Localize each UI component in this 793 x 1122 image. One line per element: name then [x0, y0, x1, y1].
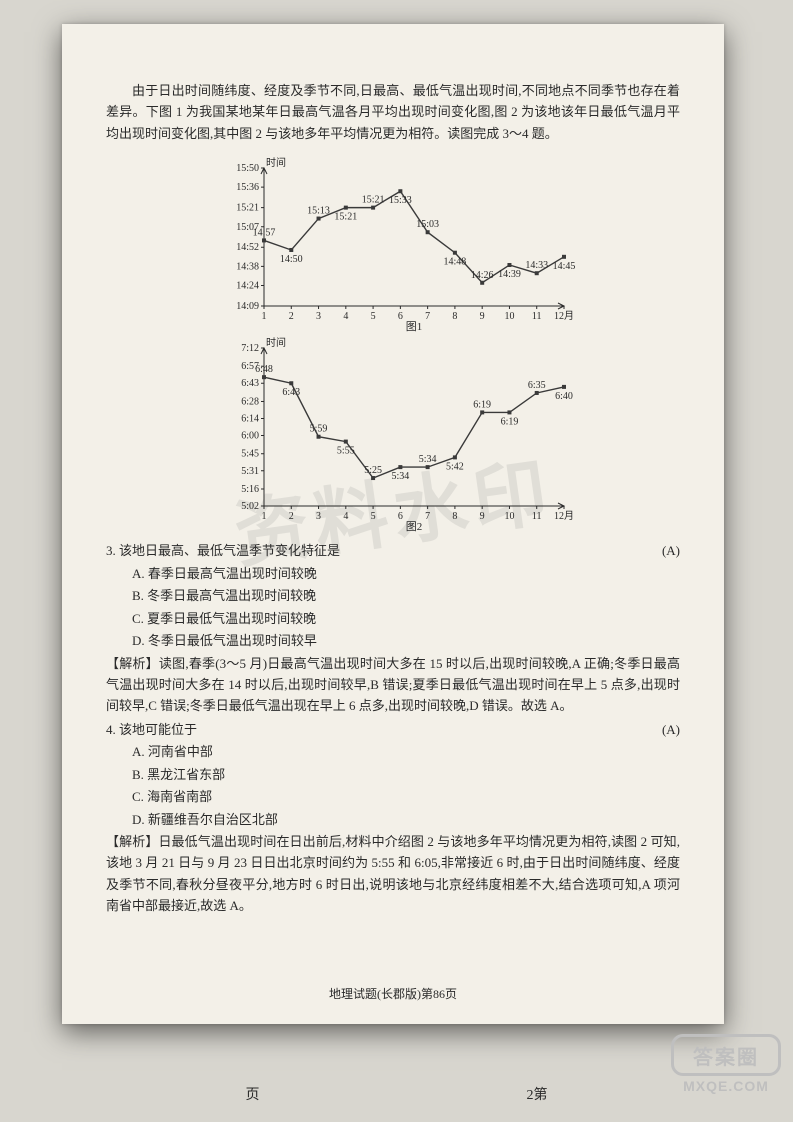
svg-text:14:24: 14:24 [236, 281, 259, 292]
svg-text:4: 4 [343, 511, 348, 522]
svg-text:6:35: 6:35 [528, 380, 546, 391]
svg-text:15:13: 15:13 [307, 206, 330, 217]
svg-text:11: 11 [532, 311, 542, 322]
q3-option-d: D. 冬季日最低气温出现时间较早 [132, 630, 680, 651]
svg-text:14:09: 14:09 [236, 301, 259, 312]
svg-text:图2: 图2 [406, 520, 423, 533]
svg-text:9: 9 [480, 511, 485, 522]
charts-container: 14:0914:2414:3814:5215:0715:2115:3615:50… [208, 154, 578, 534]
svg-text:14:48: 14:48 [444, 257, 467, 268]
svg-text:15:21: 15:21 [236, 203, 259, 214]
svg-text:6: 6 [398, 511, 403, 522]
svg-text:1: 1 [262, 511, 267, 522]
q4-option-c: C. 海南省南部 [132, 786, 680, 807]
svg-text:14:39: 14:39 [498, 269, 521, 280]
q4-option-b: B. 黑龙江省东部 [132, 764, 680, 785]
svg-text:14:26: 14:26 [471, 270, 494, 281]
svg-text:15:21: 15:21 [334, 212, 357, 223]
svg-text:7:12: 7:12 [241, 343, 259, 354]
svg-text:5:42: 5:42 [446, 462, 464, 473]
svg-text:15:21: 15:21 [362, 195, 385, 206]
chart-1-high-temp-time: 14:0914:2414:3814:5215:0715:2115:3615:50… [208, 154, 578, 334]
svg-text:2: 2 [289, 511, 294, 522]
outer-page-left: 页 [246, 1088, 260, 1103]
q4-option-d: D. 新疆维吾尔自治区北部 [132, 809, 680, 830]
svg-text:5:59: 5:59 [310, 424, 328, 435]
svg-text:10: 10 [504, 311, 514, 322]
svg-text:5:34: 5:34 [391, 471, 409, 482]
svg-text:15:36: 15:36 [236, 182, 259, 193]
svg-text:5:16: 5:16 [241, 484, 259, 495]
svg-text:3: 3 [316, 511, 321, 522]
svg-text:5:55: 5:55 [337, 446, 355, 457]
svg-text:图1: 图1 [406, 320, 423, 333]
q3-option-b: B. 冬季日最高气温出现时间较晚 [132, 585, 680, 606]
svg-text:14:50: 14:50 [280, 254, 303, 265]
svg-text:15:03: 15:03 [416, 220, 439, 231]
svg-text:6:40: 6:40 [555, 391, 573, 402]
q3-option-c: C. 夏季日最低气温出现时间较晚 [132, 608, 680, 629]
svg-text:15:33: 15:33 [389, 196, 412, 207]
q4-analysis: 【解析】日最低气温出现时间在日出前后,材料中介绍图 2 与该地多年平均情况更为相… [106, 831, 680, 917]
q3-analysis: 【解析】读图,春季(3～5 月)日最高气温出现时间大多在 15 时以后,出现时间… [106, 653, 680, 717]
svg-text:2: 2 [289, 311, 294, 322]
svg-text:8: 8 [452, 311, 457, 322]
svg-text:5: 5 [371, 511, 376, 522]
svg-text:6:19: 6:19 [473, 400, 491, 411]
svg-text:5:31: 5:31 [241, 466, 259, 477]
svg-text:5:34: 5:34 [419, 454, 437, 465]
page-content: 由于日出时间随纬度、经度及季节不同,日最高、最低气温出现时间,不同地点不同季节也… [106, 80, 680, 917]
svg-text:14:38: 14:38 [236, 262, 259, 273]
svg-text:6:14: 6:14 [241, 414, 259, 425]
svg-text:6:00: 6:00 [241, 431, 259, 442]
q4-row: 4. 该地可能位于 (A) [106, 719, 680, 740]
svg-text:6:43: 6:43 [282, 388, 300, 399]
svg-text:5: 5 [371, 311, 376, 322]
svg-text:15:50: 15:50 [236, 163, 259, 174]
svg-text:1: 1 [262, 311, 267, 322]
exam-page-sheet: 资料水印 由于日出时间随纬度、经度及季节不同,日最高、最低气温出现时间,不同地点… [62, 24, 724, 1024]
svg-text:9: 9 [480, 311, 485, 322]
chart-2-low-temp-time: 5:025:165:315:456:006:146:286:436:577:12… [208, 334, 578, 534]
svg-text:10: 10 [504, 511, 514, 522]
svg-text:6:19: 6:19 [501, 417, 519, 428]
intro-paragraph: 由于日出时间随纬度、经度及季节不同,日最高、最低气温出现时间,不同地点不同季节也… [106, 80, 680, 144]
svg-text:7: 7 [425, 311, 430, 322]
svg-text:5:45: 5:45 [241, 449, 259, 460]
svg-text:14:33: 14:33 [525, 261, 548, 272]
q4-option-a: A. 河南省中部 [132, 741, 680, 762]
svg-text:时间: 时间 [266, 336, 286, 349]
svg-text:14:45: 14:45 [553, 261, 576, 272]
q3-answer: (A) [662, 540, 680, 561]
q3-options: A. 春季日最高气温出现时间较晚 B. 冬季日最高气温出现时间较晚 C. 夏季日… [106, 563, 680, 652]
q3-stem: 3. 该地日最高、最低气温季节变化特征是 [106, 540, 340, 561]
svg-text:6:43: 6:43 [241, 379, 259, 390]
source-logo: 答案圈 MXQE.COM [671, 1034, 781, 1096]
svg-text:14:52: 14:52 [236, 243, 259, 254]
q4-answer: (A) [662, 719, 680, 740]
q4-stem: 4. 该地可能位于 [106, 719, 197, 740]
svg-text:14:57: 14:57 [253, 228, 276, 239]
svg-text:6:48: 6:48 [255, 364, 273, 375]
svg-text:6:28: 6:28 [241, 397, 259, 408]
svg-text:5:25: 5:25 [364, 465, 382, 476]
outer-page-right: 2第 [527, 1088, 548, 1103]
svg-text:5:02: 5:02 [241, 501, 259, 512]
logo-site: MXQE.COM [671, 1078, 781, 1094]
svg-text:8: 8 [452, 511, 457, 522]
q4-options: A. 河南省中部 B. 黑龙江省东部 C. 海南省南部 D. 新疆维吾尔自治区北… [106, 741, 680, 830]
svg-text:3: 3 [316, 311, 321, 322]
svg-text:11: 11 [532, 511, 542, 522]
logo-bubble: 答案圈 [671, 1034, 781, 1076]
svg-text:12月: 12月 [554, 310, 574, 322]
q3-row: 3. 该地日最高、最低气温季节变化特征是 (A) [106, 540, 680, 561]
q3-option-a: A. 春季日最高气温出现时间较晚 [132, 563, 680, 584]
svg-text:7: 7 [425, 511, 430, 522]
svg-text:12月: 12月 [554, 510, 574, 522]
svg-text:4: 4 [343, 311, 348, 322]
svg-text:时间: 时间 [266, 156, 286, 169]
svg-text:6: 6 [398, 311, 403, 322]
footer-page-label: 地理试题(长郡版)第86页 [62, 985, 724, 1002]
